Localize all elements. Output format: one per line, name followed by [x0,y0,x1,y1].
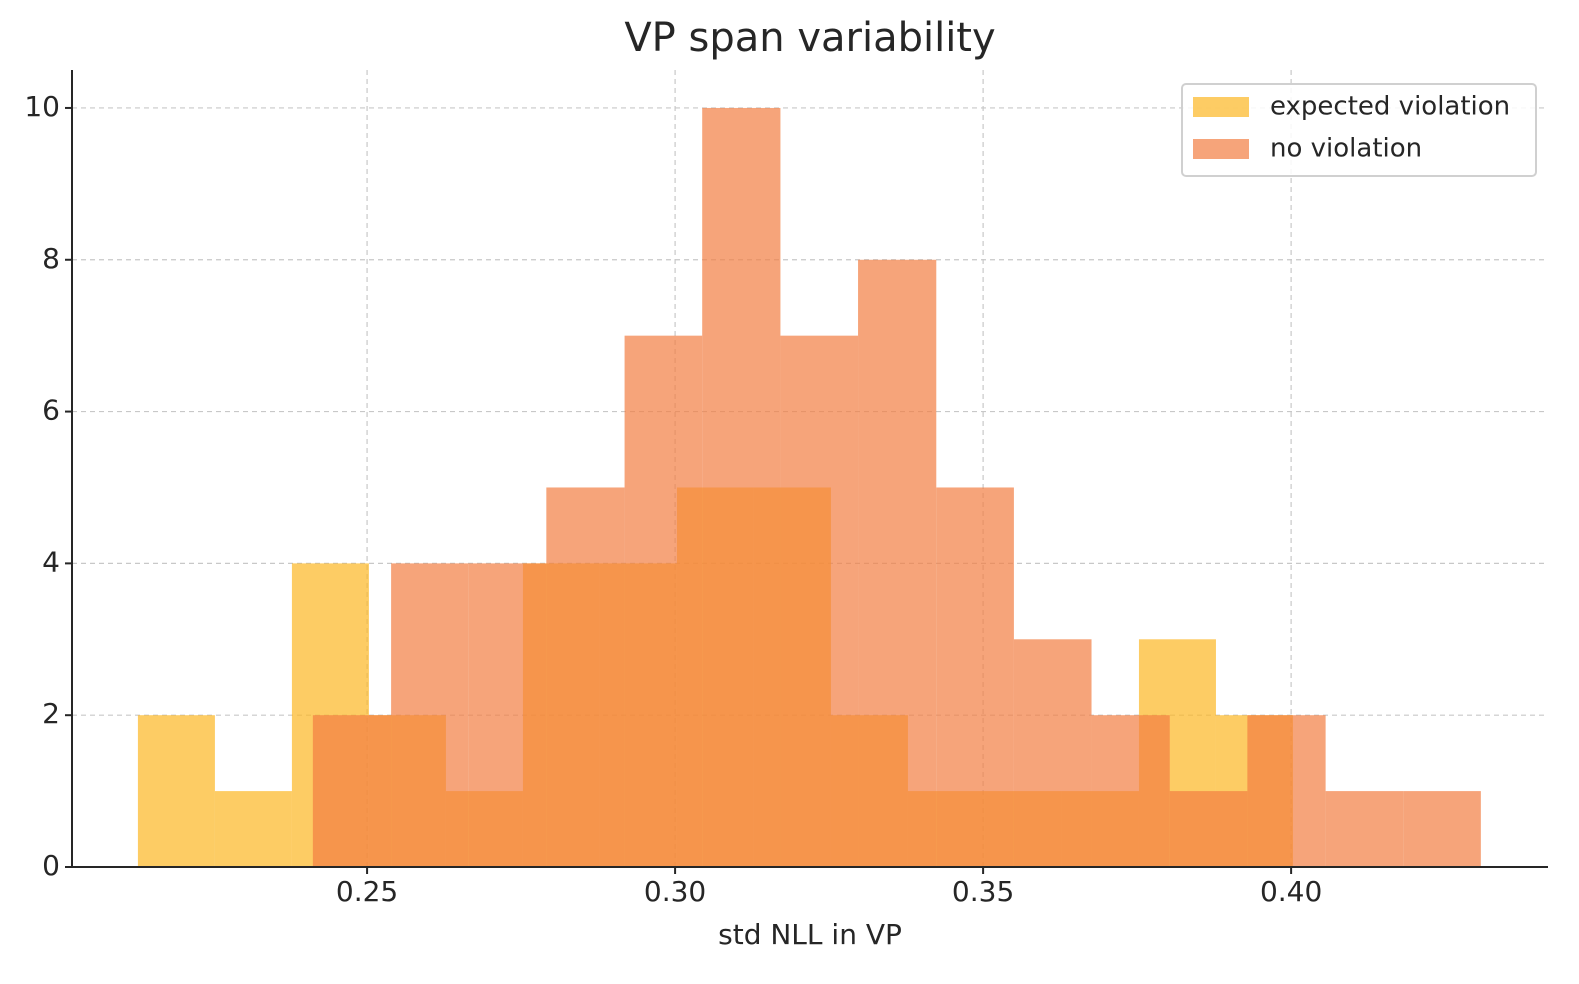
histogram-bar [858,259,937,867]
histogram-bar [1091,715,1170,867]
histogram-bar [624,335,703,868]
y-tick-label: 2 [42,697,60,730]
y-tick-label: 10 [24,90,60,123]
x-tick-label: 0.40 [1260,875,1322,908]
legend-swatch [1193,139,1249,159]
chart-title: VP span variability [624,15,995,61]
legend-label: expected violation [1270,92,1510,122]
histogram-bar [1013,639,1092,867]
x-axis-label: std NLL in VP [718,918,902,951]
y-tick-label: 0 [42,849,60,882]
x-tick-label: 0.35 [952,875,1014,908]
x-tick-label: 0.25 [336,875,398,908]
histogram-bar [936,487,1014,867]
legend-swatch [1193,97,1249,117]
y-tick-label: 8 [42,242,60,275]
x-tick-label: 0.30 [644,875,706,908]
legend-label: no violation [1270,134,1422,164]
histogram-bar [702,107,781,867]
histogram-bar [1169,791,1248,867]
y-tick-label: 4 [42,545,60,578]
histogram-bar [312,715,392,867]
histogram-bar [214,791,292,867]
histogram-bar [1247,715,1326,867]
histogram-bar [1403,791,1481,867]
y-tick-label: 6 [42,394,60,427]
histogram-bar [137,715,215,867]
histogram-bar [468,563,547,867]
histogram-bar [391,563,469,867]
histogram-bar [1325,791,1404,867]
legend-box [1181,83,1537,177]
histogram-bar [546,487,625,867]
histogram-bar [780,335,859,868]
